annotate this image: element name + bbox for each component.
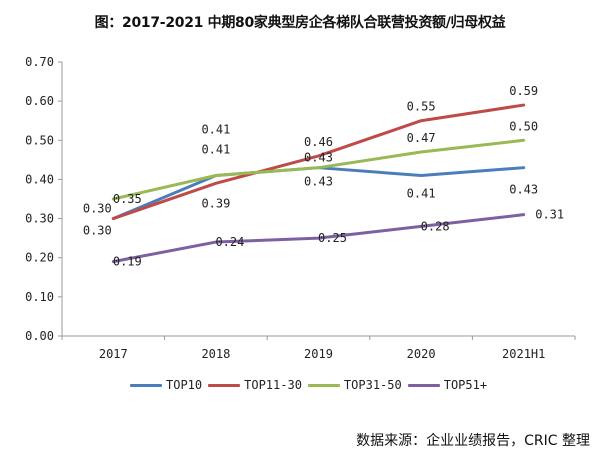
data-label: 0.50 bbox=[509, 119, 538, 133]
y-tick-label: 0.40 bbox=[25, 172, 54, 186]
legend-item: TOP51+ bbox=[407, 378, 488, 392]
data-label: 0.31 bbox=[535, 208, 564, 222]
legend-swatch bbox=[407, 383, 440, 387]
x-tick-label: 2020 bbox=[407, 347, 436, 361]
data-label: 0.41 bbox=[201, 123, 230, 137]
x-tick-label: 2021H1 bbox=[502, 347, 545, 361]
y-tick-label: 0.70 bbox=[25, 55, 54, 69]
y-tick-label: 0.10 bbox=[25, 290, 54, 304]
data-label: 0.24 bbox=[215, 235, 244, 249]
legend-label: TOP11-30 bbox=[244, 378, 302, 392]
y-tick-label: 0.00 bbox=[25, 329, 54, 343]
legend-swatch bbox=[208, 383, 241, 387]
chart-title: 图：2017-2021 中期80家典型房企各梯队合联营投资额/归母权益 bbox=[94, 15, 506, 31]
data-label: 0.46 bbox=[304, 135, 333, 149]
data-label: 0.25 bbox=[318, 231, 347, 245]
data-label: 0.43 bbox=[304, 175, 333, 189]
legend: TOP10 TOP11-30 TOP31-50 TOP51+ bbox=[130, 378, 493, 392]
data-label: 0.47 bbox=[407, 131, 436, 145]
data-label: 0.19 bbox=[113, 255, 142, 269]
y-tick-label: 0.20 bbox=[25, 251, 54, 265]
x-tick-label: 2017 bbox=[99, 347, 128, 361]
y-tick-label: 0.50 bbox=[25, 133, 54, 147]
data-label: 0.55 bbox=[407, 100, 436, 114]
data-label: 0.30 bbox=[83, 224, 112, 238]
legend-label: TOP10 bbox=[166, 378, 203, 392]
data-label: 0.35 bbox=[113, 192, 142, 206]
legend-swatch bbox=[130, 383, 162, 387]
source-note: 数据来源：企业业绩报告，CRIC 整理 bbox=[356, 433, 590, 449]
data-label: 0.28 bbox=[421, 219, 450, 233]
data-label: 0.59 bbox=[509, 84, 538, 98]
data-label: 0.39 bbox=[201, 196, 230, 210]
legend-label: TOP31-50 bbox=[343, 378, 402, 392]
series-line-top31-50 bbox=[111, 138, 526, 201]
legend-item: TOP11-30 bbox=[208, 378, 302, 392]
data-label: 0.43 bbox=[304, 151, 333, 165]
legend-item: TOP10 bbox=[130, 378, 202, 392]
x-tick-label: 2018 bbox=[201, 347, 230, 361]
data-label: 0.43 bbox=[509, 183, 538, 197]
y-tick-label: 0.60 bbox=[25, 94, 54, 108]
legend-item: TOP31-50 bbox=[307, 378, 402, 392]
legend-label: TOP51+ bbox=[443, 378, 488, 392]
data-label: 0.41 bbox=[407, 187, 436, 201]
legend-swatch bbox=[307, 383, 340, 387]
x-tick-label: 2019 bbox=[304, 347, 333, 361]
data-label: 0.41 bbox=[201, 143, 230, 157]
y-tick-label: 0.30 bbox=[25, 212, 54, 226]
data-label: 0.30 bbox=[83, 202, 112, 216]
